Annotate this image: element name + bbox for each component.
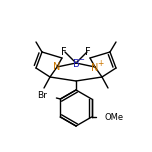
- Text: +: +: [97, 59, 103, 69]
- Text: N: N: [91, 63, 99, 73]
- Text: N: N: [53, 62, 61, 72]
- Text: F: F: [61, 47, 67, 57]
- Text: B: B: [73, 59, 79, 69]
- Text: Br: Br: [38, 92, 47, 100]
- Text: OMe: OMe: [105, 112, 124, 121]
- Text: F: F: [85, 47, 91, 57]
- Text: −: −: [78, 55, 85, 64]
